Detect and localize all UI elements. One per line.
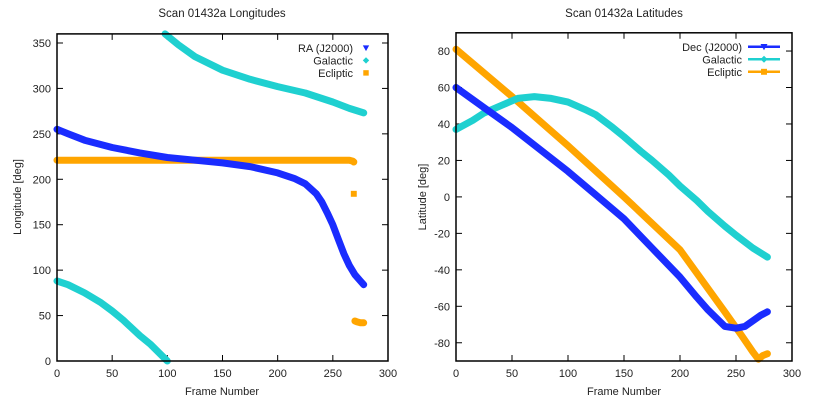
series-layer xyxy=(452,45,771,363)
legend-item: Galactic xyxy=(313,55,370,67)
series-line xyxy=(351,317,368,327)
latitudes-chart: Scan 01432a Latitudes Frame Number Latit… xyxy=(417,8,801,398)
x-tick-label: 300 xyxy=(379,368,397,380)
y-tick-label: -60 xyxy=(434,301,450,313)
y-tick-label: 60 xyxy=(438,83,450,95)
series-ecliptic xyxy=(452,45,771,363)
legend-label: Ecliptic xyxy=(707,67,742,79)
y-tick-label: 0 xyxy=(45,356,51,368)
legend-marker xyxy=(760,55,768,63)
series-galactic xyxy=(452,93,771,261)
series-line xyxy=(53,156,358,166)
tick-layer: 0 50 100 150 200 250 300 0 50 100 150 200 250 300 350 xyxy=(33,33,397,380)
legend-label: Dec (J2000) xyxy=(682,42,742,54)
y-axis-label: Longitude [deg] xyxy=(12,159,24,235)
x-tick-label: 200 xyxy=(268,368,286,380)
legend-item: Ecliptic xyxy=(318,68,369,80)
y-tick-label: -40 xyxy=(434,265,450,277)
legend-label: Ecliptic xyxy=(318,68,353,80)
legend-marker xyxy=(761,68,767,75)
y-tick-label: 100 xyxy=(33,265,51,277)
y-axis-label: Latitude [deg] xyxy=(417,164,429,231)
series-line xyxy=(452,45,771,363)
x-tick-label: 250 xyxy=(324,368,342,380)
x-tick-label: 0 xyxy=(54,368,60,380)
series-ra-j2000- xyxy=(53,125,368,289)
series-galactic xyxy=(53,30,368,365)
x-tick-label: 50 xyxy=(106,368,118,380)
y-tick-label: 350 xyxy=(33,38,51,50)
series-ecliptic xyxy=(53,156,368,327)
y-tick-label: 150 xyxy=(33,220,51,232)
x-tick-label: 150 xyxy=(615,368,633,380)
x-tick-label: 200 xyxy=(671,368,689,380)
x-tick-label: 0 xyxy=(453,368,459,380)
series-line xyxy=(452,84,771,332)
x-axis-label: Frame Number xyxy=(185,386,259,398)
legend-item: RA (J2000) xyxy=(298,43,370,55)
series-dec-j2000- xyxy=(452,84,771,332)
y-tick-label: 50 xyxy=(39,311,51,323)
legend-marker xyxy=(362,45,370,52)
legend-item: Ecliptic xyxy=(707,67,780,79)
chart-title: Scan 01432a Longitudes xyxy=(158,8,285,20)
y-tick-label: 40 xyxy=(438,119,450,131)
y-tick-label: 0 xyxy=(444,192,450,204)
y-tick-label: 300 xyxy=(33,83,51,95)
legend-marker xyxy=(362,57,370,64)
x-tick-label: 50 xyxy=(506,368,518,380)
legend-label: Galactic xyxy=(702,54,742,66)
y-tick-label: -20 xyxy=(434,228,450,240)
legend-marker xyxy=(363,70,369,76)
series-line xyxy=(161,30,368,117)
tick-layer: 0 50 100 150 200 250 300 -80 -60 -40 -20 0 20 40 60 80 xyxy=(434,32,801,380)
legend-marker xyxy=(760,44,768,51)
legend-item: Dec (J2000) xyxy=(682,42,780,54)
y-tick-label: 200 xyxy=(33,174,51,186)
series-layer xyxy=(53,30,368,365)
y-tick-label: 250 xyxy=(33,129,51,141)
legend-label: RA (J2000) xyxy=(298,43,353,55)
x-axis-label: Frame Number xyxy=(587,386,661,398)
y-tick-label: 80 xyxy=(438,46,450,58)
y-tick-label: -80 xyxy=(434,338,450,350)
series-line xyxy=(452,93,771,261)
x-tick-label: 150 xyxy=(213,368,231,380)
series-line xyxy=(53,125,368,289)
legend-item: Galactic xyxy=(702,54,780,66)
y-tick-label: 20 xyxy=(438,155,450,167)
longitudes-chart: Scan 01432a Longitudes Frame Number Long… xyxy=(12,8,397,398)
x-tick-label: 300 xyxy=(783,368,801,380)
legend-label: Galactic xyxy=(313,55,353,67)
plot-frame xyxy=(56,33,389,362)
data-point xyxy=(350,190,357,197)
x-tick-label: 100 xyxy=(158,368,176,380)
x-tick-label: 250 xyxy=(727,368,745,380)
x-tick-label: 100 xyxy=(559,368,577,380)
chart-title: Scan 01432a Latitudes xyxy=(565,8,683,20)
series-line xyxy=(53,277,171,365)
plot-frame xyxy=(455,32,793,362)
